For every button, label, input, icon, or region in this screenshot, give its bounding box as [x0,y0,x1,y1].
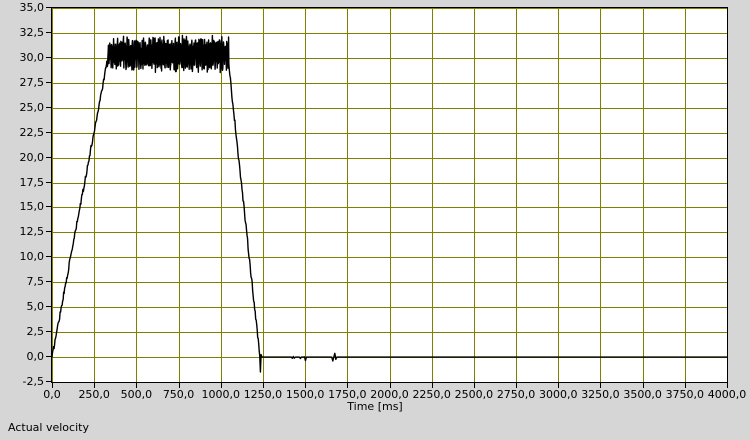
y-axis-tick-label: 35,0 [19,1,45,14]
y-axis-tick-label: 0,0 [26,350,45,364]
x-axis-tick-mark [558,383,559,388]
x-axis-tick-mark [94,383,95,388]
y-axis-tick-label: 20,0 [19,150,45,164]
y-axis-tick-label: 32,5 [19,25,45,39]
y-axis-tick: 5,0 [26,300,51,314]
y-axis-tick-mark [46,381,51,382]
x-axis-tick-mark [474,383,475,388]
y-axis-tick-label: 30,0 [19,50,45,64]
y-axis-tick: 20,0 [19,150,51,164]
y-axis-tick-mark [46,356,51,358]
y-axis-tick-mark [46,231,51,233]
x-axis-tick-label: 250,0 [78,388,110,401]
x-axis-tick-label: 0,0 [43,388,61,401]
x-axis-tick-mark [305,383,306,388]
y-axis-tick-label: 7,5 [26,275,45,289]
y-axis-tick-mark [46,56,51,58]
y-axis-tick-label: 17,5 [19,175,45,189]
y-axis-tick-mark [46,206,51,208]
y-axis-tick-label: 25,0 [19,100,45,114]
x-axis-tick-mark [179,383,180,388]
y-axis-tick-mark [46,256,51,258]
x-axis-tick-mark [432,383,433,388]
actual-velocity-trace [52,34,727,373]
x-axis: 0,0 250,0 500,0 750,0 1000,0 1250,0 1500,0 1750… [0,383,750,403]
x-axis-tick-mark [516,383,517,388]
x-axis-tick-label: 2750,0 [496,388,536,401]
x-axis-tick-mark [643,383,644,388]
y-axis-tick-label: 22,5 [19,125,45,139]
y-axis: 35,0 32,5 30,0 27,5 25,0 22,5 20,0 17,5 15,0 12,5… [0,0,51,390]
plot-area [51,7,728,383]
x-axis-tick-label: 3500,0 [623,388,662,401]
y-axis-tick-mark [46,81,51,83]
x-axis-tick-mark [52,383,53,388]
data-trace-layer [52,34,727,373]
y-axis-tick-mark [46,7,51,8]
legend-caption: Actual velocity [8,421,89,434]
y-axis-tick: 0,0 [26,350,51,364]
y-axis-tick: 35,0 [19,1,51,14]
y-axis-tick-label: 5,0 [26,300,45,314]
y-axis-tick-mark [46,331,51,333]
x-axis-tick-label: 1500,0 [285,388,325,401]
x-axis-tick-mark [685,383,686,388]
x-axis-tick-label: 4000,0 [707,388,747,401]
x-axis-tick-label: 2250,0 [412,388,451,401]
y-axis-tick: 12,5 [19,225,51,239]
y-axis-tick: 7,5 [26,275,51,289]
y-axis-tick-mark [46,306,51,308]
y-axis-tick: 2,5 [26,325,51,339]
x-axis-tick-mark [221,383,222,388]
x-axis-tick-label: 1000,0 [201,388,241,401]
x-axis-tick-label: 750,0 [162,388,195,401]
x-axis-tick-label: 2500,0 [454,388,494,401]
y-axis-tick: 17,5 [19,175,51,189]
y-axis-tick-label: 27,5 [19,75,45,89]
x-axis-tick-mark [600,383,601,388]
y-axis-tick: 32,5 [19,25,51,39]
x-axis-tick-mark [263,383,264,388]
y-axis-tick-label: 15,0 [19,200,45,214]
x-axis-tick-label: 3250,0 [581,388,620,401]
y-axis-tick: 27,5 [19,75,51,89]
y-axis-tick-mark [46,106,51,108]
y-axis-tick-label: -2,5 [22,375,44,388]
y-axis-tick: 15,0 [19,200,51,214]
y-axis-tick-mark [46,281,51,283]
x-axis-tick-label: 2000,0 [370,388,409,401]
y-axis-tick-label: 10,0 [19,250,45,264]
y-axis-tick-mark [46,31,51,33]
plot-svg [52,8,727,382]
x-axis-tick-label: 3750,0 [665,388,705,401]
x-axis-tick-label: 1750,0 [328,388,367,401]
y-axis-tick: 25,0 [19,100,51,114]
x-axis-title: Time [ms] [347,400,403,413]
x-axis-tick-mark [347,383,348,388]
y-axis-tick: 22,5 [19,125,51,139]
y-axis-tick-label: 12,5 [19,225,45,239]
x-axis-tick-mark [727,383,728,388]
grid-lines [52,8,727,382]
y-axis-tick: 10,0 [19,250,51,264]
y-axis-tick-mark [46,156,51,158]
y-axis-tick-mark [46,181,51,183]
x-axis-tick-mark [136,383,137,388]
x-axis-tick-mark [390,383,391,388]
x-axis-tick-label: 1250,0 [243,388,283,401]
x-axis-tick-label: 500,0 [120,388,153,401]
y-axis-tick-label: 2,5 [26,325,45,339]
y-axis-tick-mark [46,131,51,133]
y-axis-tick: -2,5 [23,376,51,388]
y-axis-tick: 30,0 [19,50,51,64]
x-axis-tick-label: 3000,0 [539,388,578,401]
